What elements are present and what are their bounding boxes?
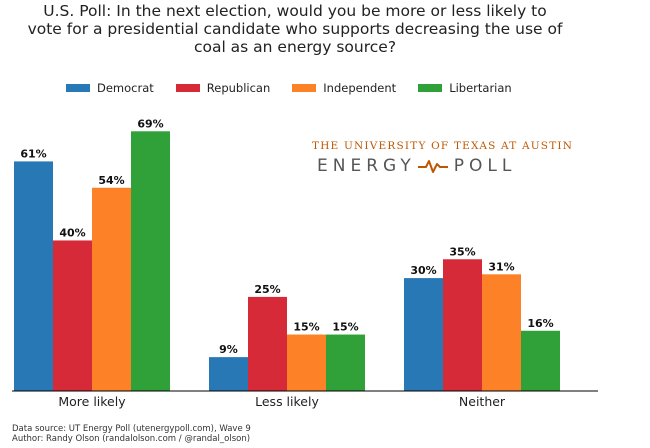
data-label-democrat-more-likely: 61% (20, 147, 46, 160)
legend-item-libertarian: Libertarian (418, 81, 512, 95)
legend-label-libertarian: Libertarian (449, 81, 512, 95)
data-label-libertarian-more-likely: 69% (137, 117, 163, 130)
chart-title: U.S. Poll: In the next election, would y… (0, 2, 590, 56)
bar-democrat-neither (404, 278, 443, 391)
brand-energy-poll: ENERGY POLL (317, 156, 516, 176)
chart-title-line-3: coal as an energy source? (193, 38, 397, 56)
x-tick-label-more-likely: More likely (58, 394, 126, 409)
source-note: Data source: UT Energy Poll (utenergypol… (12, 424, 251, 444)
brand-university: THE UNIVERSITY OF TEXAS AT AUSTIN (312, 140, 574, 152)
data-label-democrat-less-likely: 9% (219, 343, 238, 356)
source-line-data: Data source: UT Energy Poll (utenergypol… (12, 424, 251, 434)
legend-swatch-democrat (66, 84, 90, 92)
legend-label-independent: Independent (323, 81, 397, 95)
legend-item-republican: Republican (175, 81, 271, 95)
bar-democrat-more-likely (14, 161, 53, 391)
legend-swatch-independent (292, 84, 317, 92)
data-label-republican-more-likely: 40% (59, 226, 85, 239)
x-tick-label-neither: Neither (459, 394, 506, 409)
legend-label-republican: Republican (206, 81, 271, 95)
x-tick-label-less-likely: Less likely (255, 394, 319, 409)
legend-swatch-libertarian (418, 84, 443, 92)
bars-group: 61% 40% 54% 69% 9% 25% 15% 15% 30% 35% 31% 16% (14, 117, 560, 391)
data-label-republican-less-likely: 25% (254, 283, 280, 296)
chart-title-line-1: U.S. Poll: In the next election, would y… (43, 2, 547, 20)
legend-label-democrat: Democrat (97, 81, 154, 95)
bar-independent-more-likely (92, 187, 131, 391)
legend: Democrat Republican Independent Libertar… (66, 81, 534, 95)
brand-word-energy: ENERGY (317, 156, 416, 176)
data-label-independent-less-likely: 15% (293, 321, 319, 334)
bar-libertarian-more-likely (131, 131, 170, 391)
x-tick-labels: More likely Less likely Neither (58, 394, 506, 409)
source-line-author: Author: Randy Olson (randalolson.com / @… (12, 434, 251, 444)
chart-title-line-2: vote for a presidential candidate who su… (27, 20, 563, 38)
legend-item-democrat: Democrat (66, 81, 154, 95)
bar-republican-more-likely (53, 240, 92, 391)
legend-swatch-republican (175, 84, 200, 92)
bar-libertarian-neither (521, 330, 560, 391)
data-label-independent-neither: 31% (488, 260, 514, 273)
data-label-republican-neither: 35% (449, 245, 475, 258)
data-label-libertarian-neither: 16% (527, 317, 553, 330)
bar-libertarian-less-likely (326, 334, 365, 391)
legend-item-independent: Independent (292, 81, 396, 95)
data-label-democrat-neither: 30% (410, 264, 436, 277)
brand-word-poll: POLL (453, 156, 517, 176)
bar-republican-less-likely (248, 296, 287, 391)
data-label-libertarian-less-likely: 15% (332, 321, 358, 334)
bar-independent-neither (482, 274, 521, 391)
data-label-independent-more-likely: 54% (98, 174, 124, 187)
bar-democrat-less-likely (209, 357, 248, 391)
bar-independent-less-likely (287, 334, 326, 391)
bar-republican-neither (443, 259, 482, 391)
pulse-line-icon (417, 160, 448, 173)
